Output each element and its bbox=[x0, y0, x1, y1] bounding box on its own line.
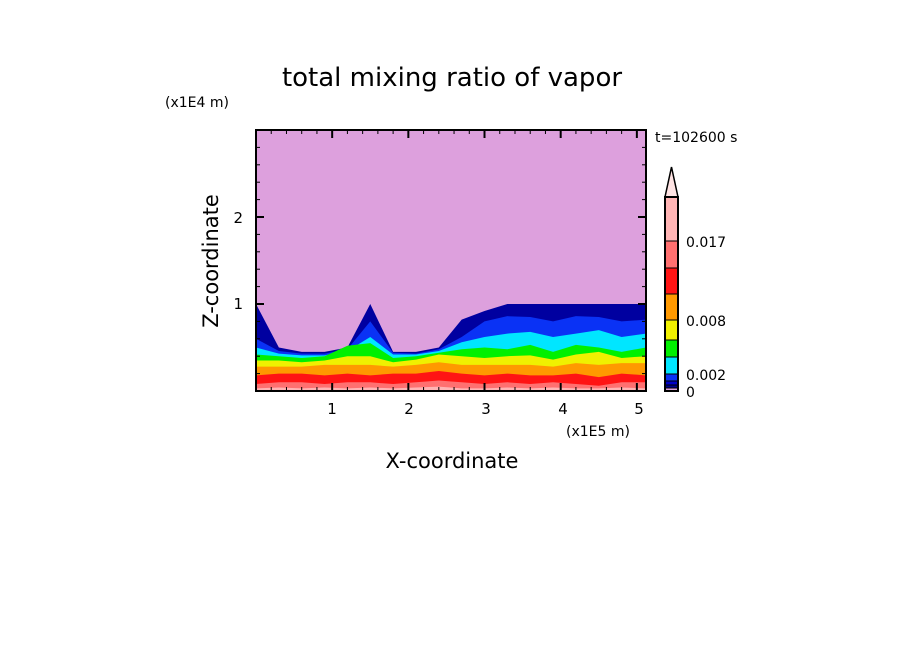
colorbar-label-0: 0 bbox=[686, 385, 695, 401]
x-tick-label-5: 5 bbox=[634, 400, 644, 418]
colorbar-extend-arrow bbox=[664, 166, 679, 198]
colorbar-label-0.017: 0.017 bbox=[686, 235, 726, 251]
colorbar-segment-5 bbox=[664, 339, 679, 358]
contour-band-8 bbox=[256, 386, 646, 391]
plot-frame bbox=[255, 129, 647, 392]
colorbar bbox=[664, 166, 679, 392]
colorbar-segment-9 bbox=[664, 240, 679, 269]
x-tick-label-3: 3 bbox=[481, 400, 491, 418]
time-label: t=102600 s bbox=[655, 130, 737, 146]
x-tick-label-1: 1 bbox=[327, 400, 337, 418]
plot-area bbox=[255, 129, 647, 392]
x-tick-label-2: 2 bbox=[404, 400, 414, 418]
colorbar-segment-7 bbox=[664, 293, 679, 321]
x-axis-label: X-coordinate bbox=[386, 449, 519, 473]
colorbar-segment-10 bbox=[664, 196, 679, 242]
colorbar-label-0.002: 0.002 bbox=[686, 368, 726, 384]
y-tick-label-1: 1 bbox=[233, 295, 243, 313]
colorbar-segment-3 bbox=[664, 373, 679, 382]
chart-title: total mixing ratio of vapor bbox=[282, 63, 622, 93]
colorbar-segment-8 bbox=[664, 267, 679, 295]
y-unit-label: (x1E4 m) bbox=[165, 95, 229, 111]
y-axis-label: Z-coordinate bbox=[199, 194, 223, 328]
x-unit-label: (x1E5 m) bbox=[566, 424, 630, 440]
colorbar-segment-4 bbox=[664, 356, 679, 375]
colorbar-frame bbox=[664, 196, 679, 392]
y-tick-label-2: 2 bbox=[233, 209, 243, 227]
x-tick-label-4: 4 bbox=[558, 400, 568, 418]
colorbar-segment-2 bbox=[664, 380, 679, 386]
colorbar-segment-6 bbox=[664, 319, 679, 341]
colorbar-label-0.008: 0.008 bbox=[686, 314, 726, 330]
